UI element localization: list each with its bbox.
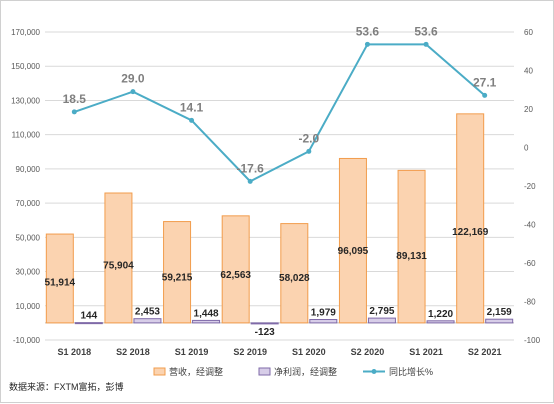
revenue-data-label: 96,095 bbox=[338, 246, 369, 257]
revenue-data-label: 62,563 bbox=[220, 270, 251, 281]
left-axis-tick-label: 30,000 bbox=[16, 268, 41, 277]
bars-group: 51,914 75,904 59,215 62,563 58,028 96,095 89,1… bbox=[45, 113, 514, 338]
right-axis-tick-label: -40 bbox=[524, 221, 536, 230]
left-axis-tick-label: 50,000 bbox=[16, 233, 41, 242]
revenue-data-label: 122,169 bbox=[452, 227, 489, 238]
right-axis-tick-label: 40 bbox=[524, 67, 533, 76]
left-axis-tick-label: 130,000 bbox=[11, 96, 40, 105]
category-label: S1 2018 bbox=[58, 347, 92, 357]
growth-data-label: 53.6 bbox=[356, 24, 380, 38]
revenue-data-label: 89,131 bbox=[396, 251, 427, 262]
growth-data-label: 18.5 bbox=[63, 92, 87, 106]
profit-data-label: 1,979 bbox=[311, 308, 336, 319]
legend-label-profit: 净利润，经调整 bbox=[274, 366, 337, 377]
growth-point bbox=[130, 89, 136, 95]
left-axis-tick-label: 90,000 bbox=[16, 165, 41, 174]
category-label: S2 2019 bbox=[233, 347, 267, 357]
left-axis-tick-label: 10,000 bbox=[16, 302, 41, 311]
revenue-bar bbox=[163, 221, 192, 324]
legend-label-revenue: 营收，经调整 bbox=[169, 366, 223, 377]
growth-data-label: 29.0 bbox=[121, 72, 145, 86]
profit-bar bbox=[192, 319, 221, 324]
left-axis-tick-label: 170,000 bbox=[11, 28, 40, 37]
revenue-bar bbox=[221, 215, 250, 324]
right-axis-tick-label: 60 bbox=[524, 28, 533, 37]
legend-swatch-profit bbox=[258, 367, 271, 376]
growth-point bbox=[189, 117, 195, 123]
profit-data-label: 2,159 bbox=[487, 307, 512, 318]
source-note: 数据来源：FXTM富拓，彭博 bbox=[9, 382, 124, 392]
revenue-bar bbox=[280, 223, 309, 324]
profit-bar bbox=[485, 318, 514, 324]
profit-data-label: 2,795 bbox=[369, 306, 394, 317]
right-axis-tick-label: -20 bbox=[524, 182, 536, 191]
right-axis-tick-label: 20 bbox=[524, 105, 533, 114]
left-axis-tick-label: 70,000 bbox=[16, 199, 41, 208]
growth-data-label: 53.6 bbox=[414, 24, 438, 38]
revenue-data-label: 59,215 bbox=[162, 272, 193, 283]
left-axis-tick-label: 150,000 bbox=[11, 62, 40, 71]
profit-data-label: -123 bbox=[255, 327, 275, 338]
profit-bar bbox=[426, 320, 455, 324]
category-label: S1 2021 bbox=[409, 347, 443, 357]
x-axis-categories: S1 2018 S2 2018 S1 2019 S2 2019 S1 2020 S2 20… bbox=[58, 347, 502, 357]
growth-data-label: 14.1 bbox=[180, 100, 204, 114]
growth-data-label: 27.1 bbox=[473, 75, 497, 89]
profit-bar bbox=[309, 319, 338, 324]
growth-line bbox=[73, 43, 486, 183]
category-label: S1 2020 bbox=[292, 347, 326, 357]
growth-point bbox=[306, 148, 312, 154]
profit-bar bbox=[74, 322, 103, 325]
growth-line-group: 18.5 29.0 14.1 -17.6 -2.0 53.6 53.6 27.1 bbox=[63, 24, 497, 184]
left-axis-tick-label: 110,000 bbox=[12, 131, 41, 140]
category-label: S2 2021 bbox=[468, 347, 502, 357]
growth-data-label: -2.0 bbox=[298, 131, 319, 145]
revenue-data-label: 51,914 bbox=[45, 278, 76, 289]
category-label: S2 2018 bbox=[116, 347, 150, 357]
revenue-bar bbox=[456, 113, 485, 324]
legend-swatch-revenue bbox=[153, 367, 166, 376]
right-axis-tick-label: -60 bbox=[524, 259, 536, 268]
category-label: S2 2020 bbox=[351, 347, 385, 357]
profit-bar bbox=[133, 318, 162, 324]
profit-bar bbox=[250, 322, 279, 325]
growth-point bbox=[247, 178, 253, 184]
right-axis-tick-label: -80 bbox=[524, 298, 536, 307]
left-axis: -10,000 10,000 30,000 50,000 70,000 90,000 110… bbox=[11, 28, 40, 345]
profit-data-label: 1,448 bbox=[194, 308, 219, 319]
growth-point bbox=[482, 92, 488, 98]
revenue-data-label: 75,904 bbox=[103, 260, 134, 271]
right-axis: -100 -80 -60 -40 -20 0 20 40 60 bbox=[524, 28, 541, 345]
revenue-bar bbox=[104, 192, 133, 324]
profit-data-label: 1,220 bbox=[428, 309, 453, 320]
growth-point bbox=[364, 41, 370, 47]
growth-point bbox=[423, 41, 429, 47]
right-axis-tick-label: -100 bbox=[524, 336, 541, 345]
growth-point bbox=[71, 109, 77, 115]
left-axis-tick-label: -10,000 bbox=[13, 336, 41, 345]
legend-swatch-growth-marker bbox=[371, 369, 377, 374]
right-axis-tick-label: 0 bbox=[524, 144, 529, 153]
revenue-bar bbox=[397, 169, 426, 324]
category-label: S1 2019 bbox=[175, 347, 209, 357]
legend: 营收，经调整 净利润，经调整 同比增长% bbox=[153, 366, 433, 377]
profit-bar bbox=[367, 317, 396, 324]
revenue-bar bbox=[338, 157, 367, 324]
growth-data-label: -17.6 bbox=[237, 161, 265, 175]
profit-data-label: 2,453 bbox=[135, 307, 160, 318]
revenue-data-label: 58,028 bbox=[279, 273, 310, 284]
profit-data-label: 144 bbox=[80, 311, 97, 322]
legend-label-growth: 同比增长% bbox=[389, 366, 433, 377]
revenue-bar bbox=[45, 233, 74, 324]
